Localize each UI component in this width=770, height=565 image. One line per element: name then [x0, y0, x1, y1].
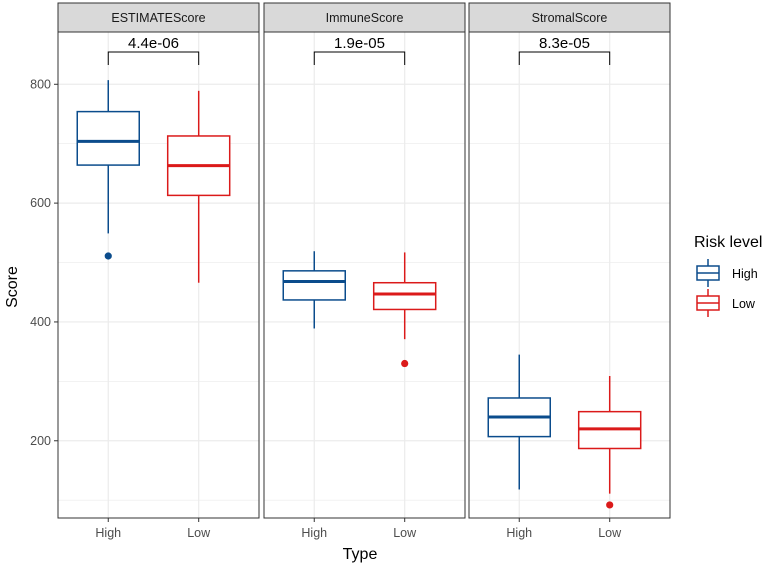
- legend-item-low: Low: [696, 289, 756, 317]
- box-iqr: [372, 281, 437, 311]
- panel-background: [58, 32, 259, 518]
- box-high: [76, 80, 140, 260]
- y-tick-label: 600: [30, 196, 51, 210]
- outlier-point: [606, 501, 614, 509]
- y-axis: 200 400 600 800: [30, 77, 58, 448]
- panel-ImmuneScore: ImmuneScore 1.9e-05 High Low: [263, 2, 466, 540]
- panel-border: [57, 31, 260, 519]
- p-value-label: 1.9e-05: [334, 35, 385, 52]
- x-tick-label: Low: [187, 526, 211, 540]
- p-value-label: 8.3e-05: [539, 35, 590, 52]
- x-tick-label: Low: [598, 526, 622, 540]
- box-iqr: [76, 110, 140, 166]
- outlier-point: [401, 359, 409, 368]
- x-tick-label: High: [301, 526, 327, 540]
- panel-border: [468, 31, 671, 519]
- panel-strip: [57, 2, 260, 33]
- y-tick-label: 800: [30, 77, 51, 91]
- y-tick-label: 400: [30, 315, 51, 329]
- x-tick-label: Low: [393, 526, 417, 540]
- box-low: [577, 376, 642, 509]
- legend-title: Risk level: [694, 234, 762, 251]
- legend-item-high: High: [696, 259, 758, 287]
- significance-bracket: [518, 51, 611, 65]
- panel-title: ESTIMATEScore: [111, 11, 205, 25]
- significance-bracket: [107, 51, 200, 65]
- panel-border: [263, 31, 466, 519]
- y-tick-label: 200: [30, 434, 51, 448]
- box-high: [282, 251, 346, 329]
- x-tick-label: High: [506, 526, 532, 540]
- box-low: [372, 252, 437, 368]
- legend-label: High: [732, 267, 758, 281]
- legend-label: Low: [732, 297, 756, 311]
- box-iqr: [282, 270, 346, 301]
- box-low: [166, 90, 231, 283]
- legend: Risk level High Low: [694, 234, 762, 317]
- panels-layer: ESTIMATEScore 4.4e-06 High Low ImmuneScore 1.…: [57, 2, 671, 540]
- panel-StromalScore: StromalScore 8.3e-05 High Low: [468, 2, 671, 540]
- box-high: [487, 354, 551, 490]
- panel-strip: [263, 2, 466, 33]
- outlier-point: [104, 252, 112, 260]
- panel-title: StromalScore: [532, 11, 608, 25]
- panel-ESTIMATEScore: ESTIMATEScore 4.4e-06 High Low: [57, 2, 260, 540]
- panel-title: ImmuneScore: [326, 11, 404, 25]
- p-value-label: 4.4e-06: [128, 35, 179, 52]
- x-axis-title: Type: [343, 546, 378, 563]
- panel-strip: [468, 2, 671, 33]
- x-tick-label: High: [95, 526, 121, 540]
- y-axis-title: Score: [4, 266, 21, 308]
- significance-bracket: [313, 51, 406, 65]
